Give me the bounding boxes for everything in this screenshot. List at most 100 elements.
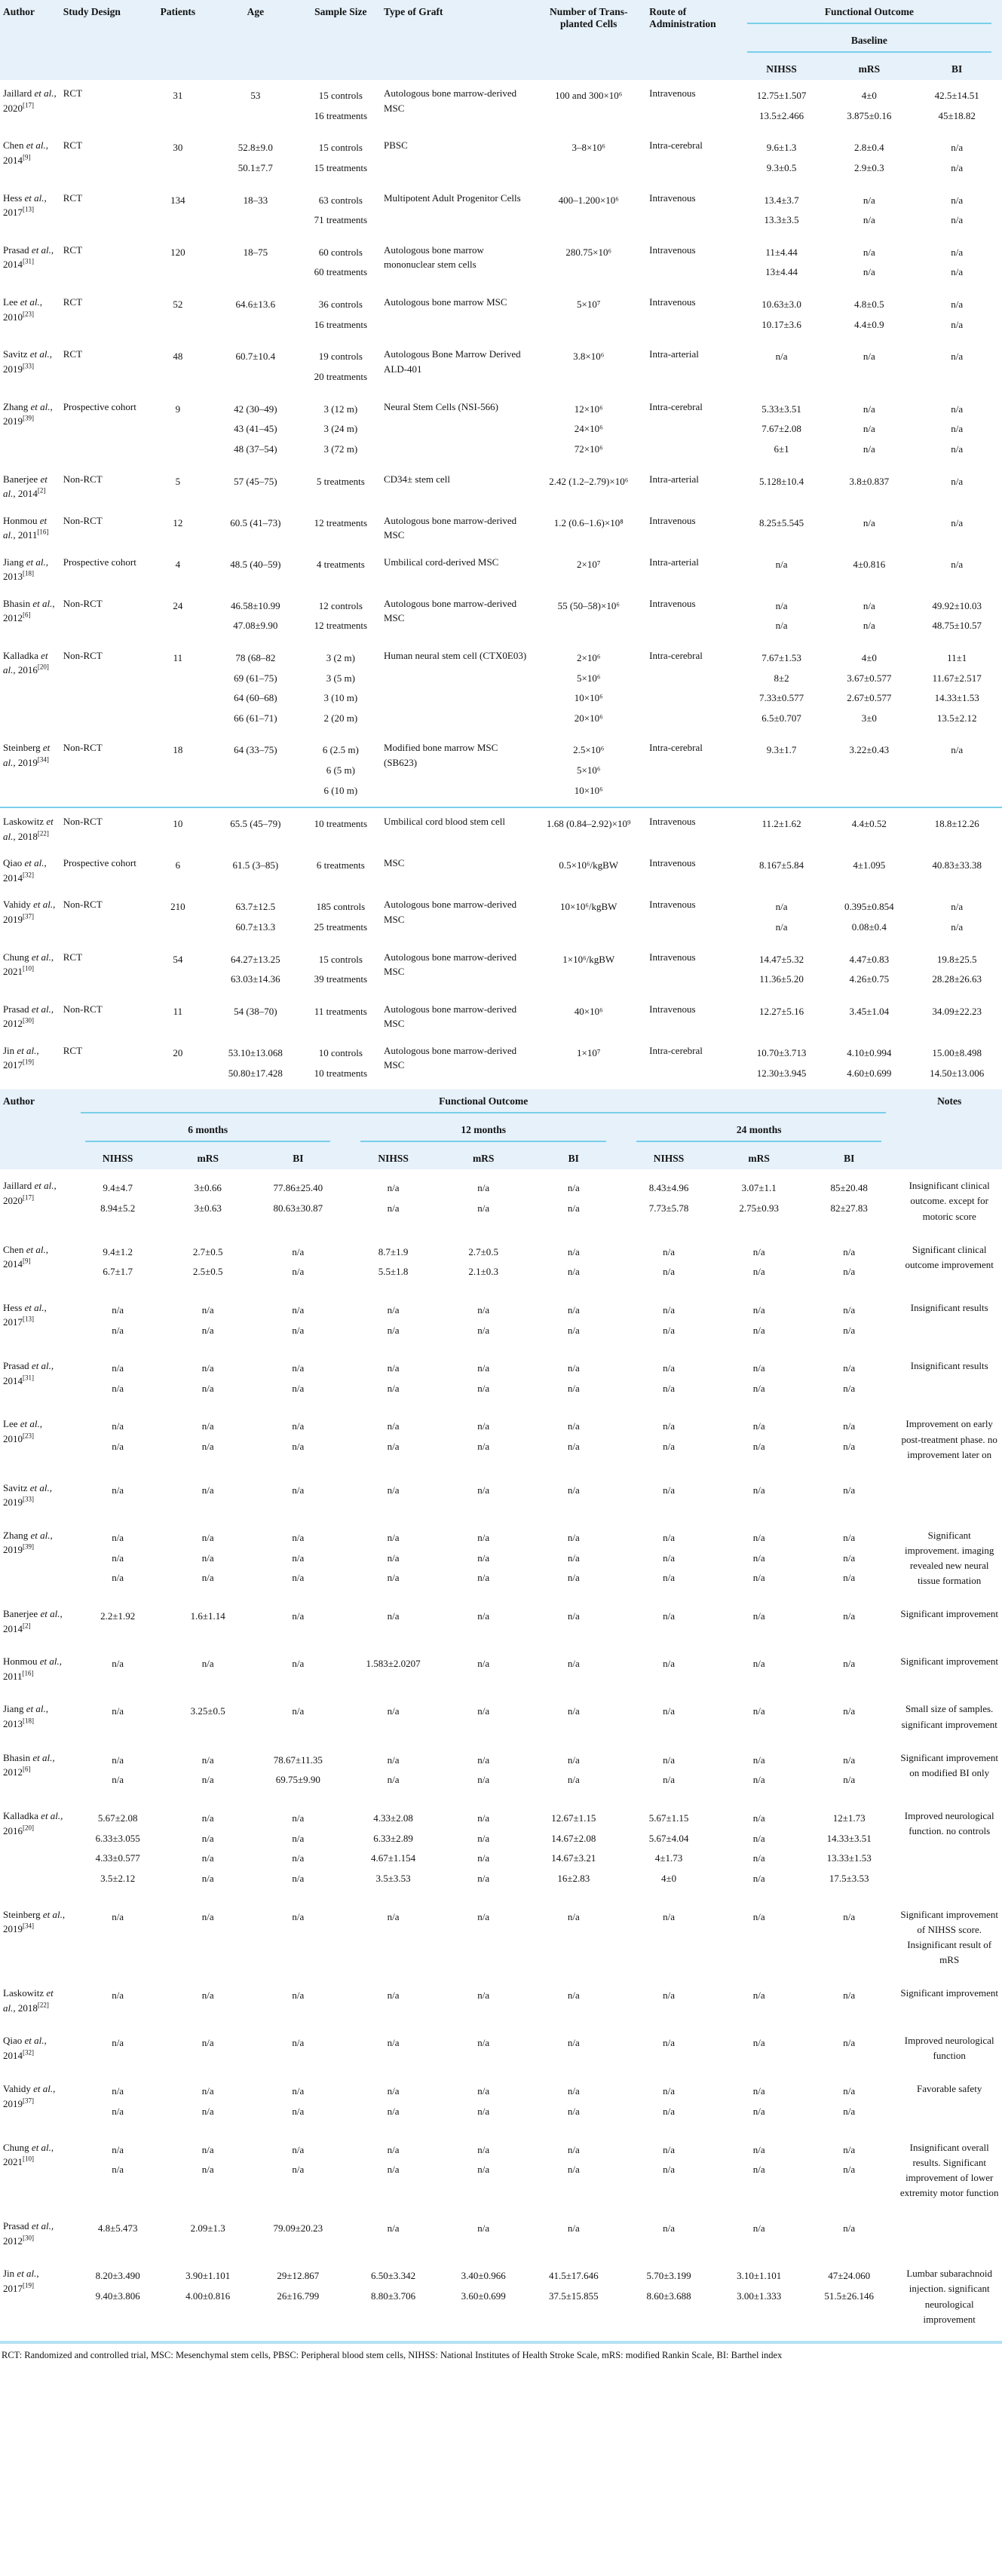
mrs-24m-cell: 3.07±1.1 2.75±0.93 xyxy=(739,1182,779,1214)
nihss-24m-cell: 5.70±3.199 8.60±3.688 xyxy=(646,2270,691,2302)
mrs-24m-cell: n/a n/a n/a xyxy=(752,1531,765,1584)
type-of-graft-cell: Autologous bone marrow-derived MSC xyxy=(383,951,517,978)
author-cell: Jaillard et al., 2020[17] xyxy=(3,1180,57,1206)
type-of-graft-cell: Umbilical cord-derived MSC xyxy=(383,556,499,568)
study-design-cell: RCT xyxy=(63,87,83,99)
mrs-baseline-cell: 4.8±0.5 4.4±0.9 xyxy=(854,299,884,330)
patients-cell: 54 xyxy=(173,953,183,965)
nihss-12m-cell: n/a xyxy=(387,2037,400,2049)
mrs-baseline-cell: 3.22±0.43 xyxy=(849,744,890,756)
mrs-24m-cell: n/a n/a xyxy=(752,1362,765,1394)
col-header-author-2: Author xyxy=(0,1089,71,1170)
col-header-mrs-24m: mRS xyxy=(716,1147,802,1170)
mrs-6m-cell: n/a n/a xyxy=(201,1754,214,1786)
sample-size-cell: 19 controls 20 treatments xyxy=(314,351,368,383)
functional-outcome-label-2: Functional Outcome xyxy=(81,1095,887,1114)
bi-6m-cell: n/a n/a xyxy=(292,1245,305,1278)
bi-6m-cell: 77.86±25.40 80.63±30.87 xyxy=(273,1182,323,1214)
study-design-cell: RCT xyxy=(63,348,83,360)
twelve-months-label: 12 months xyxy=(360,1124,606,1143)
bi-12m-cell: n/a n/a xyxy=(567,2085,580,2118)
type-of-graft-cell: Autologous bone marrow mononuclear stem … xyxy=(383,244,484,271)
author-cell: Zhang et al., 2019[39] xyxy=(3,1529,53,1556)
bi-baseline-cell: n/a xyxy=(951,744,964,756)
author-cell: Savitz et al., 2019[33] xyxy=(3,348,52,375)
transplanted-cells-cell: 280.75×10⁶ xyxy=(565,246,612,258)
bi-24m-cell: n/a xyxy=(843,2037,856,2049)
author-cell: Prasad et al., 2012[30] xyxy=(3,2220,54,2247)
review-table-page: Author Study Design Patients Age Sample … xyxy=(0,0,1002,2360)
age-cell: 57 (45–75) xyxy=(234,475,277,487)
type-of-graft-cell: PBSC xyxy=(383,139,408,152)
nihss-baseline-cell: 8.167±5.84 xyxy=(759,859,804,871)
bi-12m-cell: n/a n/a xyxy=(567,1420,580,1453)
mrs-6m-cell: n/a n/a xyxy=(201,1420,214,1453)
bi-6m-cell: n/a n/a n/a n/a xyxy=(292,1812,305,1884)
nihss-6m-cell: n/a n/a xyxy=(112,1362,124,1394)
table-row: Jin et al., 2017[19] 8.20±3.490 9.40±3.806… xyxy=(0,2257,1002,2336)
bi-12m-cell: n/a xyxy=(567,2037,580,2049)
transplanted-cells-cell: 1.2 (0.6–1.6)×10⁸ xyxy=(553,516,624,528)
table-row: Qiao et al., 2014[32] Prospective cohort 6… xyxy=(0,850,1002,891)
notes-cell: Significant improvement of NIHSS score. … xyxy=(900,1908,998,1966)
study-design-cell: Prospective cohort xyxy=(63,400,136,412)
route-cell: Intra-arterial xyxy=(649,556,699,568)
col-header-age: Age xyxy=(210,0,301,80)
mrs-baseline-cell: n/a xyxy=(863,516,875,528)
col-header-mrs-baseline: mRS xyxy=(826,57,912,80)
bi-baseline-cell: n/a n/a xyxy=(951,299,964,330)
mrs-12m-cell: n/a n/a xyxy=(477,1303,490,1336)
notes-cell: Significant improvement. imaging reveale… xyxy=(904,1529,994,1587)
author-cell: Chen et al., 2014[9] xyxy=(3,139,48,166)
nihss-24m-cell: n/a n/a xyxy=(663,1420,675,1453)
nihss-baseline-cell: 5.128±10.4 xyxy=(759,475,804,487)
mrs-baseline-cell: 3.45±1.04 xyxy=(849,1005,890,1017)
table-row: Chen et al., 2014[9] RCT 30 52.8±9.0 50.1±7.… xyxy=(0,132,1002,184)
patients-cell: 210 xyxy=(170,901,185,913)
nihss-24m-cell: n/a n/a xyxy=(663,1362,675,1394)
functional-outcome-table: Author Functional Outcome Notes 6 months… xyxy=(0,1089,1002,2336)
mrs-24m-cell: n/a xyxy=(752,1989,765,2002)
nihss-baseline-cell: n/a n/a xyxy=(775,901,788,933)
nihss-24m-cell: n/a n/a xyxy=(663,2143,675,2176)
t1-header: Author Study Design Patients Age Sample … xyxy=(0,0,1002,80)
nihss-12m-cell: n/a n/a n/a xyxy=(387,1531,400,1584)
mrs-12m-cell: n/a n/a xyxy=(477,1182,490,1214)
notes-cell xyxy=(896,1472,1002,1519)
type-of-graft-cell: Multipotent Adult Progenitor Cells xyxy=(383,191,521,204)
nihss-12m-cell: n/a n/a xyxy=(387,2143,400,2176)
route-cell: Intra-cerebral xyxy=(649,1044,703,1056)
nihss-baseline-cell: 10.63±3.0 10.17±3.6 xyxy=(761,299,801,330)
nihss-12m-cell: n/a n/a xyxy=(387,1303,400,1336)
mrs-baseline-cell: 4.47±0.83 4.26±0.75 xyxy=(849,953,890,985)
age-cell: 42 (30–49) 43 (41–45) 48 (37–54) xyxy=(234,403,277,455)
nihss-baseline-cell: 11.2±1.62 xyxy=(736,807,827,850)
bi-24m-cell: 85±20.48 82±27.83 xyxy=(830,1182,868,1214)
age-cell: 53.10±13.068 50.80±17.428 xyxy=(228,1046,283,1079)
nihss-6m-cell: 9.4±1.2 6.7±1.7 xyxy=(103,1245,133,1278)
table-row: Steinberg et al., 2019[34] n/a n/a n/a n/a n/… xyxy=(0,1898,1002,1977)
patients-cell: 6 xyxy=(175,859,181,871)
nihss-baseline-cell: 13.4±3.7 13.3±3.5 xyxy=(764,194,799,226)
mrs-24m-cell: n/a n/a n/a n/a xyxy=(752,1812,765,1884)
patients-cell: 11 xyxy=(173,1005,183,1017)
age-cell: 54 (38–70) xyxy=(234,1005,277,1017)
route-cell: Intra-arterial xyxy=(649,473,699,485)
nihss-24m-cell: n/a xyxy=(663,1989,675,2002)
nihss-24m-cell: n/a n/a xyxy=(663,1303,675,1336)
col-header-patients: Patients xyxy=(145,0,211,80)
mrs-24m-cell: n/a n/a xyxy=(752,2085,765,2118)
bi-12m-cell: n/a n/a n/a xyxy=(567,1531,580,1584)
nihss-6m-cell: 8.20±3.490 9.40±3.806 xyxy=(95,2270,140,2302)
nihss-6m-cell: n/a xyxy=(112,1484,124,1496)
nihss-24m-cell: n/a n/a xyxy=(663,1245,675,1278)
nihss-24m-cell: 5.67±1.15 5.67±4.04 4±1.73 4±0 xyxy=(648,1812,689,1884)
col-header-bi-24m: BI xyxy=(801,1147,897,1170)
bi-12m-cell: n/a n/a xyxy=(567,1303,580,1336)
mrs-6m-cell: n/a n/a xyxy=(201,1362,214,1394)
author-cell: Laskowitz et al., 2018[22] xyxy=(0,807,60,850)
table-row: Honmou et al., 2011[16] n/a n/a n/a 1.583±2.… xyxy=(0,1645,1002,1692)
mrs-24m-cell: n/a n/a xyxy=(752,1754,765,1786)
type-of-graft-cell: CD34± stem cell xyxy=(383,473,450,485)
bi-24m-cell: n/a n/a xyxy=(843,1420,856,1453)
